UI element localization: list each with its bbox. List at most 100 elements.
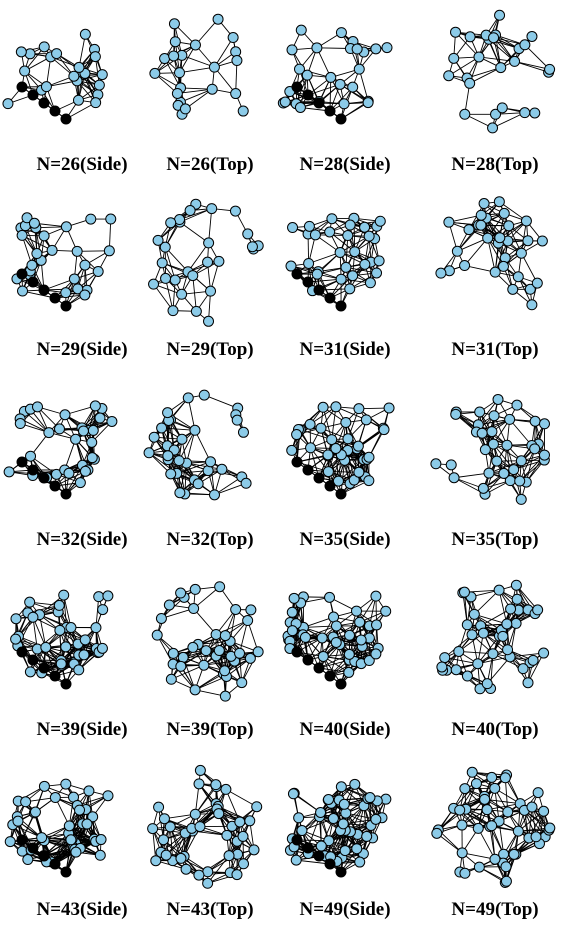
atom [96, 835, 106, 845]
atom [80, 466, 90, 476]
substrate-atom [292, 82, 302, 92]
panel-label: N=35(Side) [299, 529, 390, 550]
atom [457, 820, 467, 830]
atom [316, 841, 326, 851]
atom [465, 32, 475, 42]
atom [476, 210, 486, 220]
atom [381, 606, 391, 616]
atom [188, 271, 198, 281]
substrate-atom [336, 301, 346, 311]
atom [195, 822, 205, 832]
atom [98, 605, 108, 615]
atom [474, 862, 484, 872]
atom [26, 451, 36, 461]
atom [530, 444, 540, 454]
atom [502, 440, 512, 450]
panel-label: N=32(Side) [36, 529, 127, 550]
atom [144, 448, 154, 458]
atom [80, 260, 90, 270]
atom [345, 220, 355, 230]
atom [379, 425, 389, 435]
atom [531, 832, 541, 842]
atom [460, 784, 470, 794]
atom [222, 830, 232, 840]
atom [28, 612, 38, 622]
atom [188, 642, 198, 652]
atom [239, 859, 249, 869]
substrate-atom [28, 277, 38, 287]
atom [161, 850, 171, 860]
atom [335, 79, 345, 89]
atom [61, 779, 71, 789]
atom [365, 793, 375, 803]
atom [326, 72, 336, 82]
atom [213, 14, 223, 24]
cluster-side-view [285, 779, 390, 877]
substrate-atom [17, 82, 27, 92]
atom [496, 63, 506, 73]
atom [29, 218, 39, 228]
atom [449, 53, 459, 63]
atom [199, 390, 209, 400]
atom [355, 857, 365, 867]
panel-label: N=39(Side) [36, 719, 127, 740]
atom [523, 678, 533, 688]
atom [360, 222, 370, 232]
atom [476, 220, 486, 230]
atom [354, 467, 364, 477]
atom [17, 230, 27, 240]
atom [499, 208, 509, 218]
panel-label: N=43(Side) [36, 899, 127, 920]
atom [214, 256, 224, 266]
substrate-atom [17, 457, 27, 467]
atom [533, 788, 543, 798]
atom [364, 476, 374, 486]
atom [371, 44, 381, 54]
atom [16, 47, 26, 57]
atom [331, 637, 341, 647]
atom [39, 42, 49, 52]
panel-label: N=35(Top) [451, 529, 538, 550]
atom [60, 410, 70, 420]
atom [288, 223, 298, 233]
atom [533, 605, 543, 615]
atom [350, 247, 360, 257]
atom [190, 40, 200, 50]
atom [206, 457, 216, 467]
atom [457, 848, 467, 858]
atom [516, 248, 526, 258]
atom [170, 275, 180, 285]
atom [528, 655, 538, 665]
atom [371, 591, 381, 601]
substrate-atom [39, 285, 49, 295]
atom [464, 225, 474, 235]
atom [231, 89, 241, 99]
atom [3, 99, 13, 109]
atom [230, 206, 240, 216]
atom [190, 809, 200, 819]
atom [64, 468, 74, 478]
atom [232, 870, 242, 880]
atom [312, 43, 322, 53]
atom [317, 633, 327, 643]
atom [488, 123, 498, 133]
atom [211, 780, 221, 790]
cluster-top-view [144, 390, 251, 500]
atom [352, 44, 362, 54]
cluster-side-view [5, 779, 113, 877]
atom [25, 667, 35, 677]
atom [177, 289, 187, 299]
atom [21, 797, 31, 807]
atom [318, 402, 328, 412]
panel-label: N=26(Side) [36, 154, 127, 175]
atom [503, 645, 513, 655]
cluster-side-view [12, 213, 116, 311]
atom [521, 216, 531, 226]
panel-label: N=40(Top) [451, 719, 538, 740]
panel-label: N=40(Side) [299, 719, 390, 740]
atom [220, 691, 230, 701]
atom [287, 607, 297, 617]
cluster-top-view [152, 582, 263, 701]
atom [39, 231, 49, 241]
atom [362, 831, 372, 841]
